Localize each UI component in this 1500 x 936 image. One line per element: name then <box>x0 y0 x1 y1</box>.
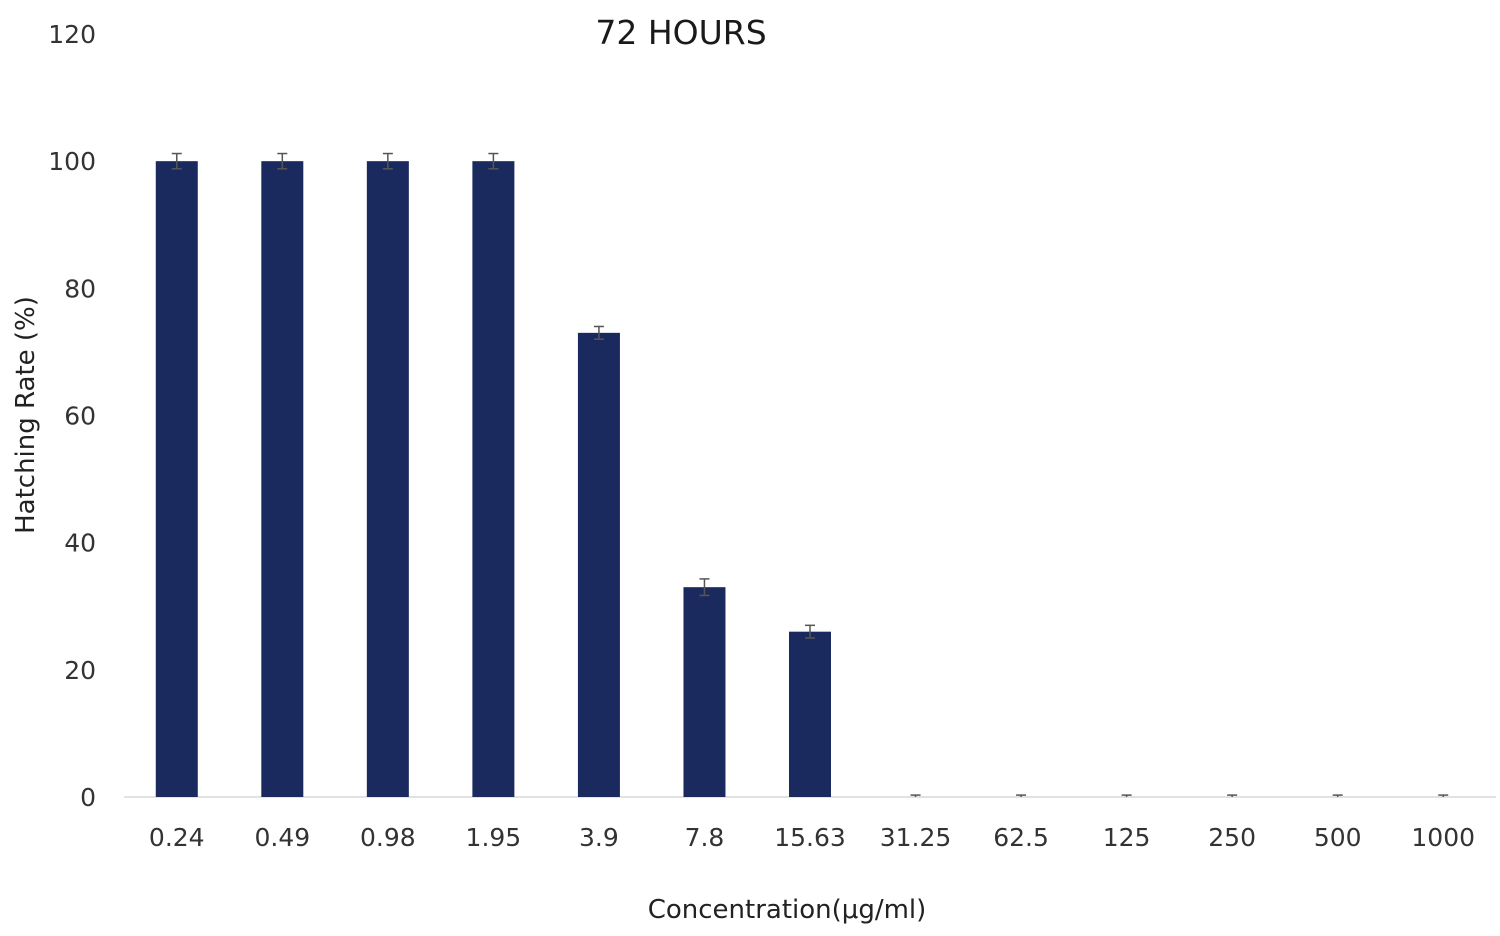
x-tick-label: 15.63 <box>774 823 846 852</box>
x-tick-label: 500 <box>1314 823 1362 852</box>
x-tick-label: 7.8 <box>685 823 725 852</box>
chart-title: 72 HOURS <box>595 13 766 52</box>
error-bar <box>910 794 921 797</box>
x-axis-label: Concentration(μg/ml) <box>648 895 927 925</box>
y-tick-label: 60 <box>64 402 96 431</box>
x-tick-label: 125 <box>1103 823 1151 852</box>
bar <box>366 161 409 797</box>
y-tick-label: 20 <box>64 656 96 685</box>
y-tick-label: 80 <box>64 274 96 303</box>
error-bar <box>1227 794 1238 797</box>
bar <box>789 631 831 797</box>
bar <box>261 161 304 797</box>
bar <box>472 161 515 797</box>
x-tick-label: 3.9 <box>579 823 619 852</box>
x-tick-label: 1000 <box>1411 823 1475 852</box>
x-tick-label: 0.49 <box>254 823 310 852</box>
bar <box>577 332 620 797</box>
x-tick-label: 250 <box>1208 823 1256 852</box>
x-tick-label: 31.25 <box>880 823 952 852</box>
x-tick-label: 0.24 <box>149 823 205 852</box>
error-bar <box>488 152 499 170</box>
error-bar <box>277 152 288 170</box>
error-bar <box>1332 794 1343 797</box>
x-tick-label: 62.5 <box>993 823 1049 852</box>
bar <box>155 161 198 797</box>
error-bar <box>1121 794 1132 797</box>
error-bar <box>805 624 815 639</box>
error-bar <box>699 578 710 597</box>
error-bar <box>1438 794 1449 797</box>
y-axis-label: Hatching Rate (%) <box>11 296 41 534</box>
error-bar <box>382 152 393 170</box>
bars <box>155 161 831 797</box>
y-tick-labels: 0 20 40 60 80 100 120 <box>48 20 96 812</box>
y-tick-label: 100 <box>48 147 96 176</box>
y-tick-label: 0 <box>80 783 96 812</box>
error-bar <box>1016 794 1027 797</box>
error-bars <box>171 152 1449 797</box>
bar <box>683 587 726 797</box>
x-tick-labels: 0.24 0.49 0.98 1.95 3.9 7.8 15.63 31.25 62.5 125 2… <box>149 823 1475 852</box>
x-tick-label: 1.95 <box>466 823 522 852</box>
y-tick-label: 120 <box>48 20 96 49</box>
y-tick-label: 40 <box>64 529 96 558</box>
error-bar <box>171 152 182 170</box>
x-tick-label: 0.98 <box>360 823 416 852</box>
error-bar <box>593 325 604 340</box>
